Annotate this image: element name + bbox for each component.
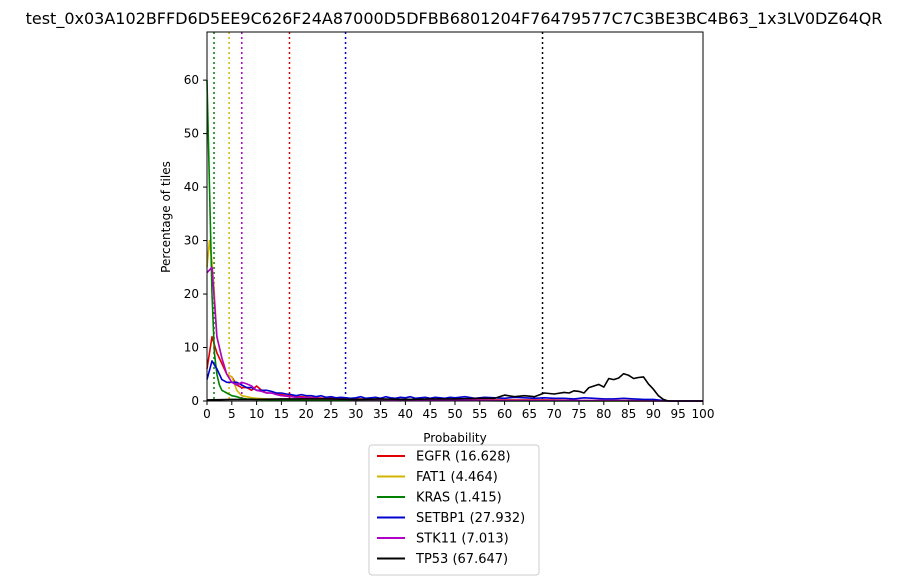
series-line [206, 372, 703, 402]
y-tick-label: 0 [191, 394, 199, 408]
x-tick-label: 70 [547, 407, 562, 421]
plot-background [207, 32, 703, 401]
threshold-lines [213, 32, 544, 401]
legend: EGFR (16.628) FAT1 (4.464) KRAS (1.415) SET… [368, 444, 540, 576]
y-tick-label: 10 [184, 341, 199, 355]
x-tick-label: 80 [596, 407, 611, 421]
x-tick-label: 75 [571, 407, 586, 421]
x-tick-label: 65 [522, 407, 537, 421]
x-axis-ticks: 0 5 10 15 20 25 30 35 40 45 50 55 60 65 70 75 80 85 90 95 10… [203, 401, 714, 421]
y-tick-label: 20 [184, 287, 199, 301]
x-tick-label: 40 [398, 407, 413, 421]
x-axis-label: Probability [423, 431, 486, 445]
chart-title: test_0x03A102BFFD6D5EE9C626F24A87000D5DF… [26, 9, 883, 29]
legend-label: STK11 (7.013) [416, 532, 509, 547]
legend-label: EGFR (16.628) [416, 450, 511, 465]
y-axis-label: Percentage of tiles [159, 161, 173, 273]
y-tick-label: 40 [184, 180, 199, 194]
x-tick-label: 0 [203, 407, 211, 421]
legend-label: KRAS (1.415) [416, 491, 502, 506]
y-tick-label: 50 [184, 127, 199, 141]
y-axis-ticks: 0 10 20 30 40 50 60 [184, 73, 207, 408]
y-tick-label: 30 [184, 234, 199, 248]
x-tick-label: 50 [447, 407, 462, 421]
legend-label: TP53 (67.647) [415, 552, 508, 567]
legend-label: SETBP1 (27.932) [416, 511, 525, 526]
x-tick-label: 15 [274, 407, 289, 421]
x-tick-label: 45 [423, 407, 438, 421]
x-tick-label: 90 [646, 407, 661, 421]
x-tick-label: 55 [472, 407, 487, 421]
x-tick-label: 35 [373, 407, 388, 421]
x-tick-label: 10 [249, 407, 264, 421]
series-line [206, 360, 703, 402]
x-tick-label: 30 [348, 407, 363, 421]
y-tick-label: 60 [184, 73, 199, 87]
x-tick-label: 5 [228, 407, 236, 421]
x-tick-label: 60 [497, 407, 512, 421]
x-tick-label: 100 [692, 407, 715, 421]
x-tick-label: 25 [323, 407, 338, 421]
legend-frame [368, 444, 540, 576]
x-tick-label: 20 [299, 407, 314, 421]
series-lines [206, 80, 703, 402]
x-tick-label: 95 [671, 407, 686, 421]
x-tick-label: 85 [621, 407, 636, 421]
legend-label: FAT1 (4.464) [416, 470, 498, 485]
